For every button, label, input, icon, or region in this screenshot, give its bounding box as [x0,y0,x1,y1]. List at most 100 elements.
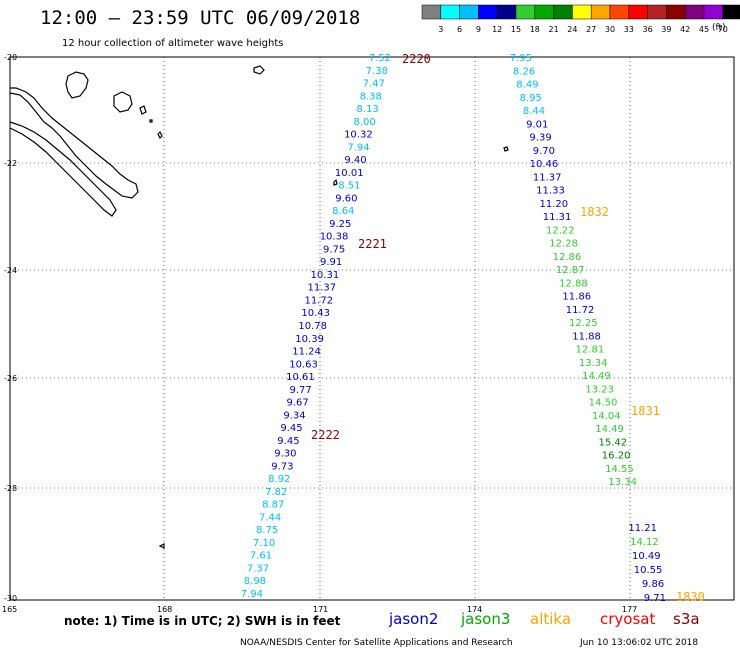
wave-height-value: 8.75 [256,525,278,536]
wave-height-value: 9.91 [320,257,342,268]
legend-swatch [478,4,498,20]
wave-height-value: 8.64 [332,206,354,217]
wave-height-value: 10.43 [301,308,330,319]
wave-height-value: 15.42 [599,437,628,448]
legend-swatch [703,4,724,20]
wave-height-value: 10.61 [286,372,315,383]
lon-label: 177 [622,605,637,614]
wave-height-value: 7.37 [247,563,269,574]
wave-height-value: 7.94 [347,142,369,153]
wave-height-value: 10.55 [634,565,663,576]
wave-height-value: 12.87 [556,265,585,276]
wave-height-value: 8.49 [516,80,538,91]
wave-height-value: 9.73 [271,461,293,472]
legend-swatch [421,4,442,20]
lat-labels: -20 -22 -24 -26 -28 -30 [4,53,17,603]
wave-height-value: 9.71 [644,593,666,604]
wave-height-value: 7.38 [366,66,388,77]
legend-unit: (ft) [712,23,726,33]
wave-height-value: 12.28 [549,239,578,250]
wave-height-value: 11.86 [562,292,591,303]
wave-height-value: 14.49 [595,424,624,435]
lat-label: -22 [4,159,17,168]
wave-height-value: 7.82 [265,487,287,498]
legend-swatch [515,4,536,20]
time-marker: 1831 [631,404,660,418]
wave-height-value: 8.13 [357,104,379,115]
legend-label: 18 [530,25,540,34]
lat-label: -24 [4,266,17,275]
lat-label: -26 [4,374,17,383]
page-title: 12:00 – 23:59 UTC 06/09/2018 [40,7,360,29]
wave-height-value: 13.34 [579,358,608,369]
track-east: 7.95 8.26 8.49 8.95 8.44 9.01 9.39 9.70 10.46 11.… [510,53,660,488]
legend-label: 70 [718,25,728,34]
wave-height-value: 10.31 [311,270,340,281]
wave-height-value: 7.44 [259,512,281,523]
wave-height-value: 8.38 [360,91,382,102]
lon-label: 168 [157,605,172,614]
wave-height-value: 10.46 [530,159,559,170]
wave-height-value: 11.33 [536,186,565,197]
legend-label: 27 [586,25,596,34]
wave-height-value: 7.47 [363,79,385,90]
wave-height-value: 12.25 [569,318,598,329]
wave-height-value: 10.38 [320,232,349,243]
lon-label: 171 [313,605,328,614]
legend-swatch [534,4,554,20]
wave-height-value: 10.49 [632,551,661,562]
footer-credit: NOAA/NESDIS Center for Satellite Applica… [240,638,513,648]
wave-height-value: 11.72 [304,295,333,306]
wave-height-value: 9.34 [283,410,305,421]
wave-height-value: 11.37 [533,172,562,183]
lon-label: 174 [467,605,482,614]
lon-label: 165 [2,605,17,614]
legend-swatch [440,4,460,20]
wave-height-value: 14.04 [592,411,621,422]
wave-height-value: 9.86 [642,579,664,590]
legend-swatch [628,4,648,20]
footer-timestamp: Jun 10 13:06:02 UTC 2018 [579,638,698,648]
wave-height-value: 8.51 [338,181,360,192]
satellite-name: jason3 [460,610,510,628]
wave-height-value: 7.61 [250,551,272,562]
legend-swatch [647,4,667,20]
wave-height-value: 7.95 [510,53,532,64]
legend-label: 15 [511,25,521,34]
legend-label: 45 [699,25,709,34]
wave-height-value: 9.39 [529,133,551,144]
legend-swatch [684,4,705,20]
legend-label: 6 [457,25,462,34]
wave-height-value: 11.72 [566,305,595,316]
wave-height-value: 8.44 [523,106,545,117]
wave-height-value: 14.49 [582,371,611,382]
wave-height-value: 12.22 [546,225,575,236]
legend-label: 24 [567,25,577,34]
time-marker: 2220 [402,52,431,66]
legend-swatch [722,4,740,20]
satellite-legend: jason2 jason3 altika cryosat s3a [388,610,700,628]
legend-swatch [496,4,517,20]
satellite-name: cryosat [600,610,655,628]
wave-height-value: 10.63 [289,359,318,370]
legend-label: 9 [476,25,481,34]
wave-height-value: 9.77 [289,385,311,396]
legend-label: 30 [605,25,615,34]
map-frame [9,56,735,601]
wave-height-value: 9.40 [344,155,366,166]
lat-label: -28 [4,484,17,493]
wave-height-value: 10.39 [295,334,324,345]
wave-height-value: 11.20 [539,199,568,210]
wave-height-value: 14.12 [630,537,659,548]
legend-swatch [572,4,592,20]
color-scale-legend: 3 6 9 12 15 18 21 24 27 30 33 36 39 42 45 70 [421,4,740,34]
legend-swatch [666,4,686,20]
time-marker: 1830 [676,590,705,604]
time-marker: 1832 [580,205,609,219]
wave-height-value: 11.37 [308,283,337,294]
wave-height-value: 16.20 [602,451,631,462]
time-marker: 2221 [358,237,387,251]
wave-height-value: 10.01 [335,168,364,179]
wave-height-value: 11.24 [292,347,321,358]
